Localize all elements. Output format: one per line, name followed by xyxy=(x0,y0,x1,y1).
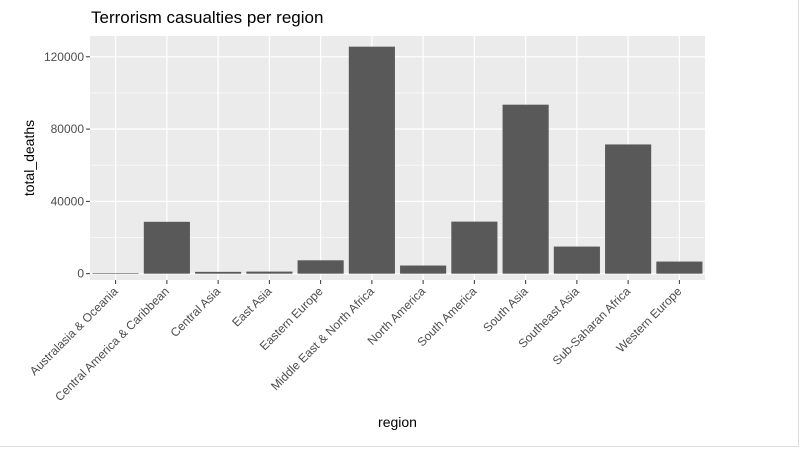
y-tick-label: 40000 xyxy=(51,194,85,208)
y-tick-label: 80000 xyxy=(51,122,85,136)
minor-gridlines xyxy=(90,92,705,239)
x-tick-label: East Asia xyxy=(229,284,275,330)
plot-panel xyxy=(90,36,705,280)
x-tick-label: Australasia & Oceania xyxy=(27,284,121,378)
x-tick-label: Middle East & North Africa xyxy=(268,284,377,393)
chart-title: Terrorism casualties per region xyxy=(91,8,324,27)
x-axis-title: region xyxy=(378,414,417,430)
x-tick-label: South Asia xyxy=(480,284,531,335)
bar xyxy=(246,271,293,274)
bar xyxy=(400,265,447,274)
bar xyxy=(143,221,190,274)
y-tick-label: 120000 xyxy=(44,50,84,64)
bar xyxy=(502,104,549,274)
bar xyxy=(451,221,498,274)
bar xyxy=(605,144,652,274)
bar xyxy=(297,260,344,274)
bar xyxy=(656,261,703,274)
x-tick-label: Central Asia xyxy=(168,284,224,340)
y-axis-title: total_deaths xyxy=(21,120,37,196)
bar xyxy=(553,246,600,274)
bar xyxy=(92,273,139,275)
bars xyxy=(92,46,703,275)
bar xyxy=(195,271,242,274)
y-axis: 0 40000 80000 120000 xyxy=(44,50,90,281)
y-tick-label: 0 xyxy=(77,267,84,281)
bar xyxy=(348,46,395,274)
